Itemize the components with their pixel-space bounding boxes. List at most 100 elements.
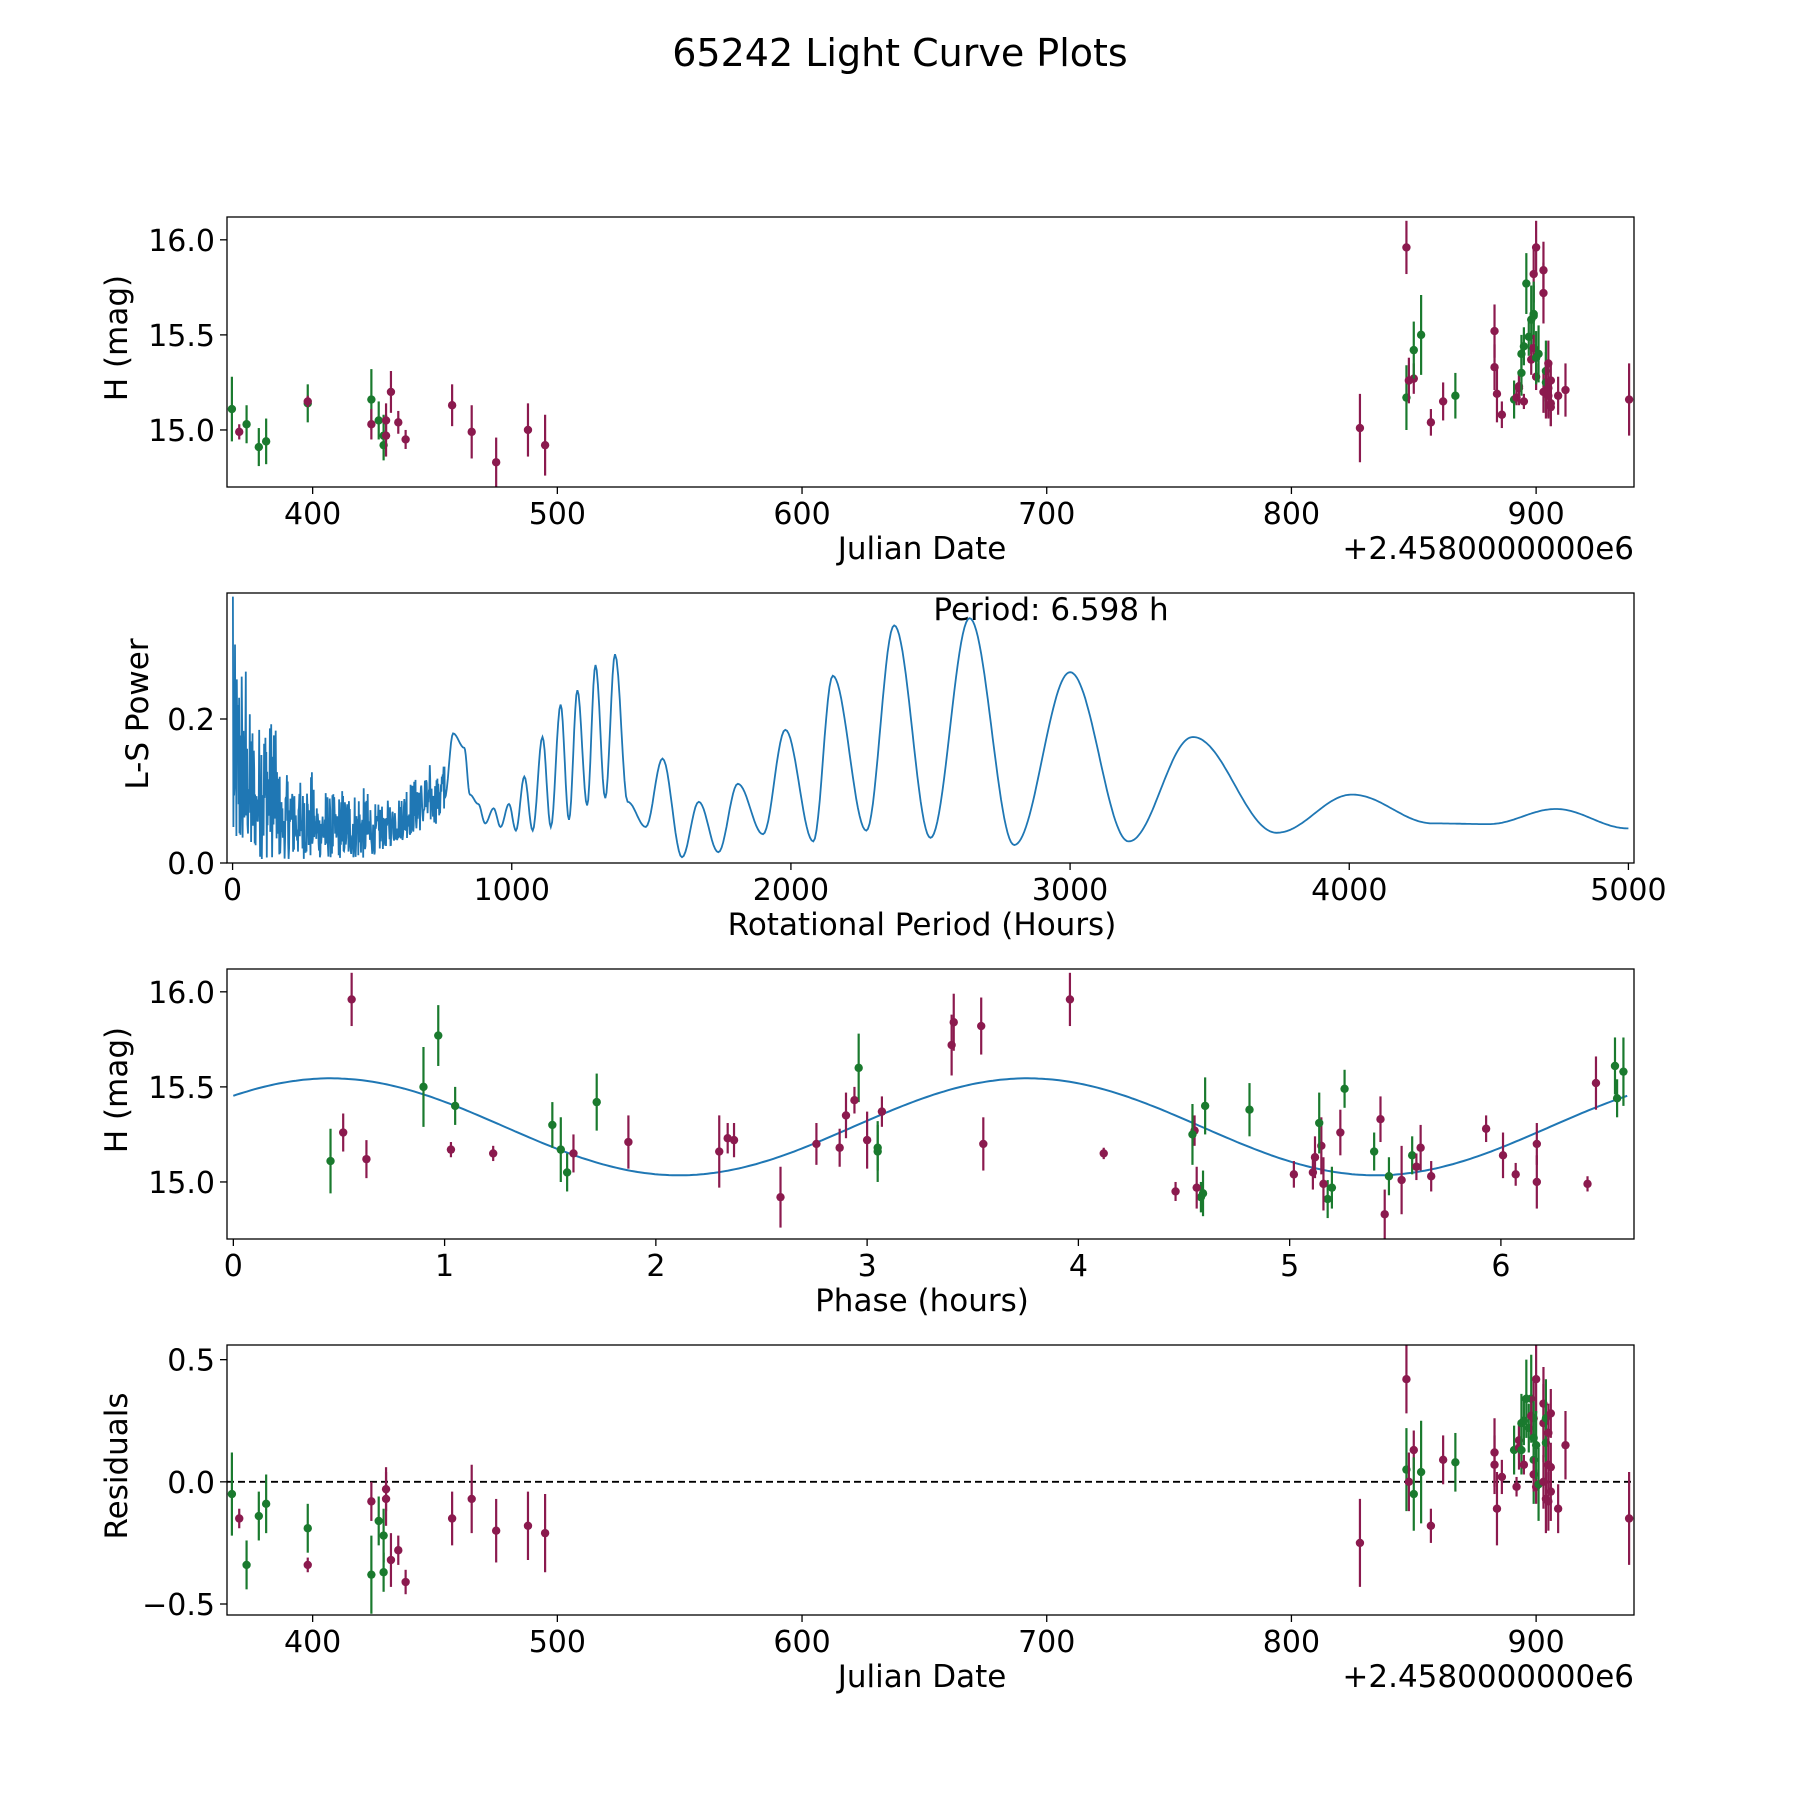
phased-panel: H (mag) Phase (hours) 0 1 2 3 4 5 6 15.0 15.5 16.…: [99, 968, 1635, 1319]
data-point: [540, 440, 550, 450]
residual-point-red: [1355, 1498, 1365, 1587]
x-tick-label: 0: [224, 1249, 243, 1284]
phased-point-green: [419, 1046, 428, 1127]
data-point: [1355, 1538, 1365, 1548]
y-tick-label: 15.5: [148, 1071, 215, 1106]
x-tick-label: 800: [1263, 497, 1320, 532]
data-point: [491, 458, 501, 467]
x-tick-label: 400: [284, 1625, 341, 1660]
phased-point-red: [1397, 1145, 1406, 1215]
phased-point-red: [877, 1096, 887, 1127]
data-point: [1451, 1458, 1460, 1467]
axes-frame: [226, 968, 1635, 1240]
residual-point-red: [1490, 1435, 1499, 1495]
data-point: [1490, 326, 1499, 336]
data-point: [1539, 288, 1548, 298]
data-point: [548, 1120, 557, 1130]
observation-green: [261, 418, 271, 465]
phased-point-red: [569, 1134, 578, 1173]
phased-point-red: [862, 1111, 872, 1169]
phased-point-red: [338, 1113, 348, 1152]
observation-green: [242, 405, 251, 444]
data-point: [1561, 1440, 1570, 1450]
residual-point-red: [1512, 1476, 1521, 1497]
data-point: [1517, 1445, 1526, 1455]
observation-red: [235, 424, 244, 440]
residual-point-green: [1416, 1420, 1426, 1524]
data-point: [1546, 402, 1556, 412]
y-tick-label: 15.0: [148, 1166, 215, 1201]
data-point: [254, 1511, 264, 1521]
phased-point-green: [1619, 1037, 1628, 1106]
lightcurve-panel: H (mag) Julian Date +2.4580000000e6 400 5…: [99, 216, 1635, 567]
data-point: [1340, 1084, 1349, 1093]
phased-point-green: [556, 1117, 565, 1182]
residual-point-green: [227, 1452, 237, 1536]
periodogram-panel: L-S Power Rotational Period (Hours) Peri…: [120, 592, 1667, 943]
residual-point-green: [1531, 1410, 1541, 1480]
observation-red: [1561, 363, 1570, 417]
data-point: [1404, 1477, 1414, 1487]
data-point: [367, 1497, 376, 1506]
data-point: [1531, 1440, 1541, 1450]
y-tick-label: 0.5: [167, 1344, 215, 1379]
data-point: [729, 1135, 739, 1145]
data-point: [261, 437, 271, 446]
y-tick-label: 0.0: [167, 847, 215, 882]
y-tick-label: 0.2: [167, 703, 215, 738]
x-tick-label: 900: [1507, 1625, 1564, 1660]
observation-red: [1546, 361, 1556, 400]
phased-point-red: [979, 1117, 988, 1171]
data-point: [491, 1526, 501, 1535]
data-point: [261, 1499, 271, 1509]
data-point: [862, 1135, 872, 1145]
x-tick-label: 700: [1018, 497, 1075, 532]
data-point: [1426, 1172, 1436, 1181]
data-point: [419, 1082, 428, 1092]
phased-point-red: [488, 1145, 498, 1162]
observation-red: [1497, 401, 1507, 429]
data-point: [1553, 391, 1563, 400]
observation-green: [1519, 327, 1529, 366]
data-point: [723, 1134, 732, 1143]
observation-red: [523, 403, 533, 457]
data-point: [1409, 1445, 1418, 1455]
data-point: [1407, 1151, 1417, 1160]
observation-green: [1416, 294, 1426, 375]
phased-point-red: [1380, 1189, 1389, 1239]
data-point: [374, 1516, 383, 1526]
data-point: [873, 1143, 882, 1152]
data-point: [1369, 1147, 1379, 1156]
data-point: [624, 1137, 633, 1147]
data-point: [242, 1560, 251, 1570]
data-point: [1519, 397, 1529, 406]
data-point: [1492, 389, 1502, 399]
data-point: [367, 420, 376, 429]
residual-point-red: [394, 1535, 403, 1565]
data-point: [1512, 1482, 1521, 1491]
panel2-ylabel: L-S Power: [120, 638, 156, 789]
phased-point-red: [1289, 1161, 1299, 1188]
data-point: [367, 1570, 376, 1579]
data-point: [303, 1524, 312, 1533]
phased-point-red: [715, 1115, 724, 1188]
data-point: [1532, 1139, 1542, 1149]
data-point: [386, 1555, 396, 1565]
figure-title: 65242 Light Curve Plots: [672, 31, 1127, 75]
data-point: [835, 1143, 844, 1152]
data-point: [1310, 1153, 1320, 1162]
residual-point-green: [1451, 1432, 1460, 1492]
phased-point-red: [446, 1142, 456, 1158]
x-tick-label: 900: [1507, 497, 1564, 532]
data-point: [1327, 1183, 1337, 1192]
data-point: [347, 995, 356, 1004]
data-point: [540, 1528, 550, 1538]
data-point: [1315, 1118, 1324, 1128]
residual-point-red: [540, 1494, 550, 1573]
observation-green: [1534, 325, 1543, 383]
phased-point-green: [1200, 1077, 1210, 1135]
phased-point-red: [723, 1123, 732, 1154]
data-point: [776, 1192, 785, 1202]
residual-point-red: [1404, 1452, 1414, 1512]
residual-point-red: [1624, 1472, 1634, 1565]
